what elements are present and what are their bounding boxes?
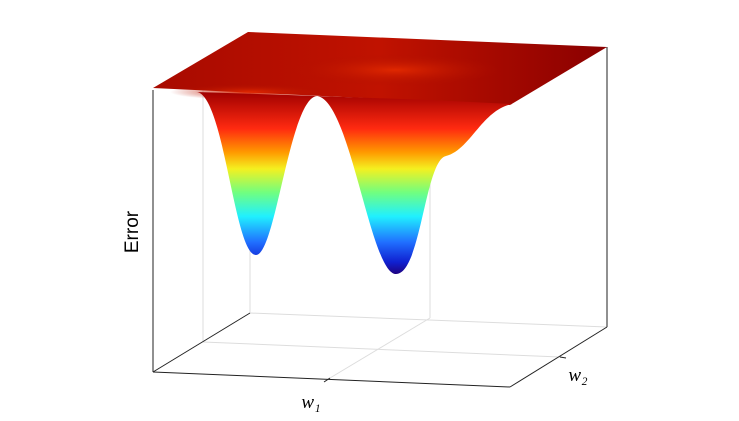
surface-basin-rim [290,54,500,86]
surface [153,32,607,274]
surface-well [196,92,318,255]
surface-well [316,96,512,274]
axes-box [152,32,608,388]
y-axis-label: w₂ [568,365,588,386]
x-axis-label: w₁ [301,392,320,413]
z-axis-label: Error [122,210,143,253]
